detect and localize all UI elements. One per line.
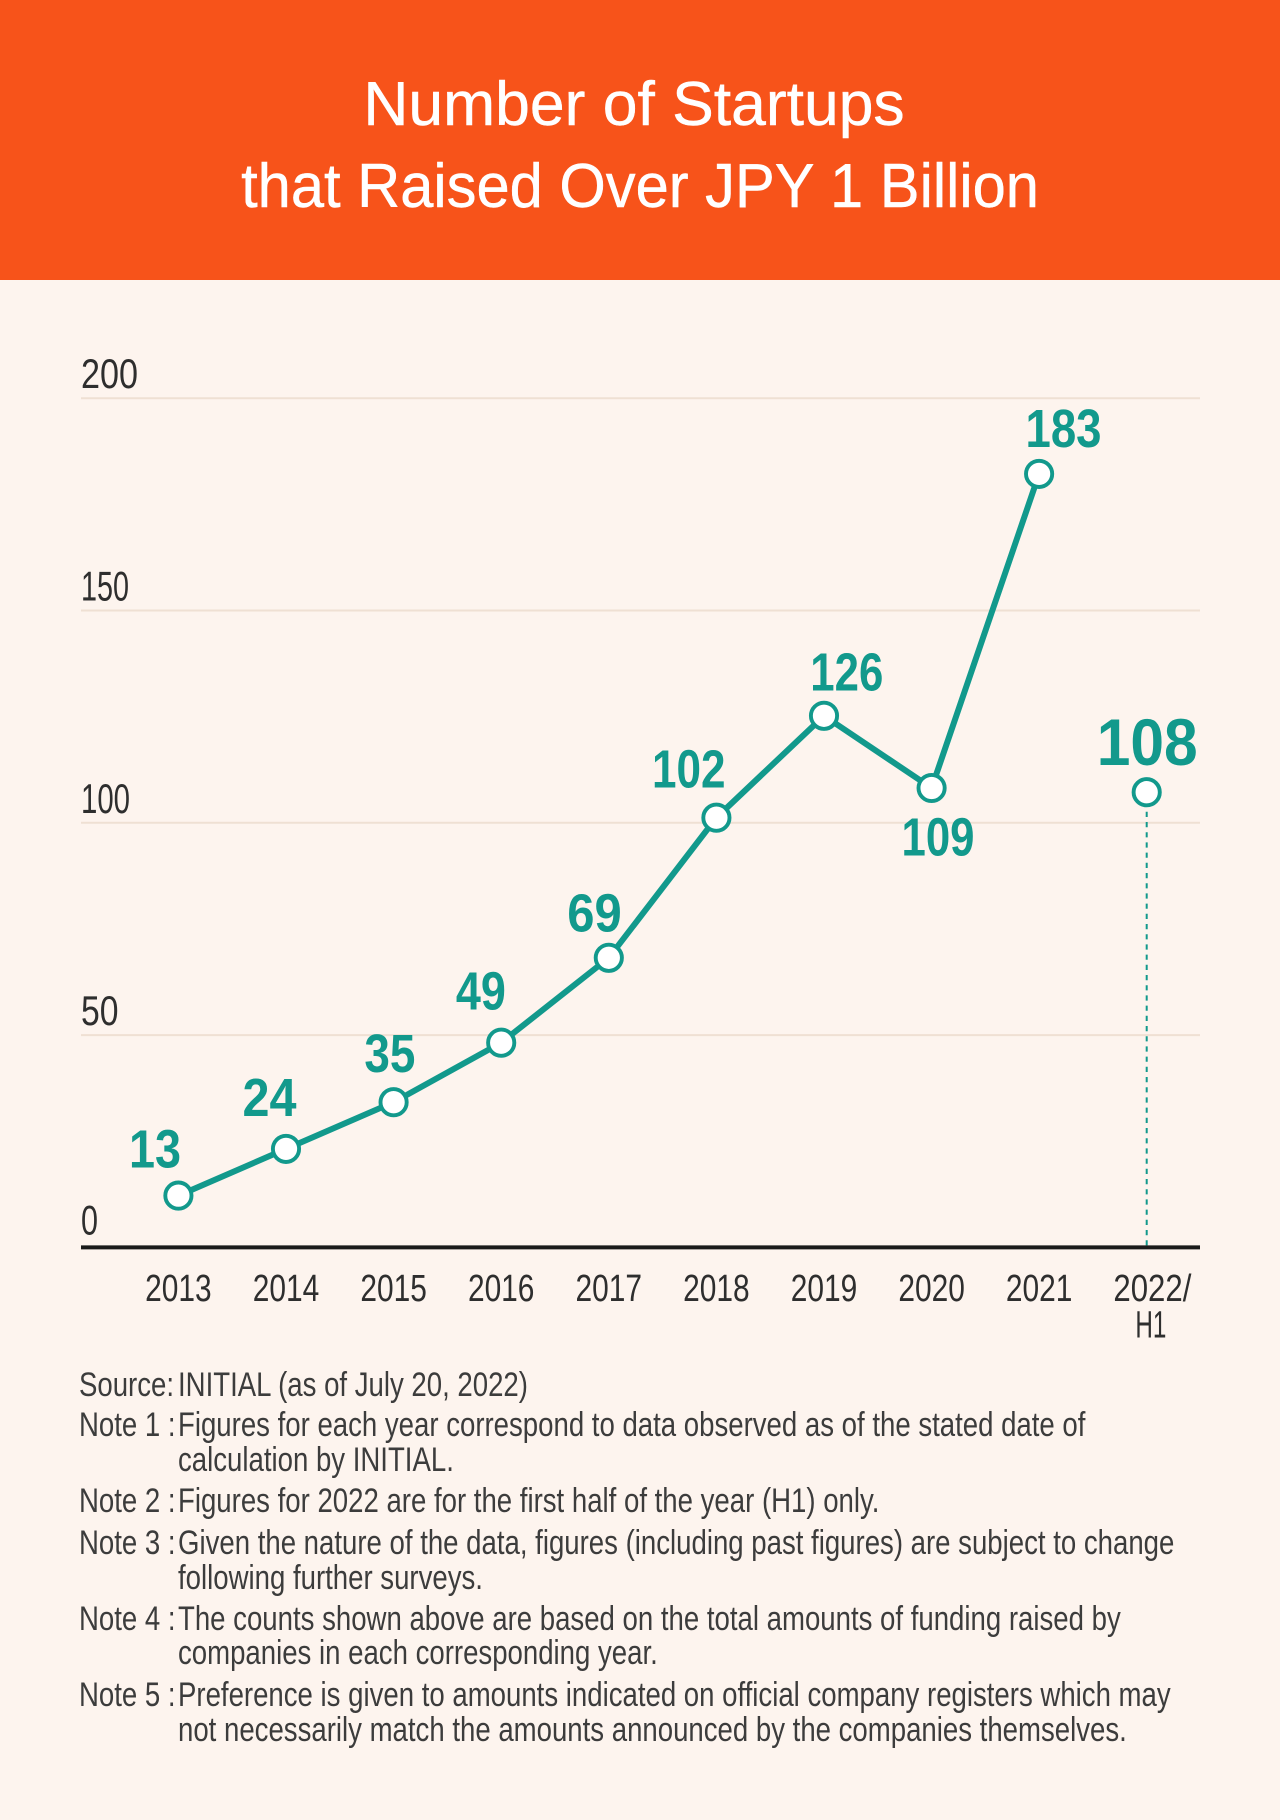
svg-text:50: 50: [81, 987, 119, 1034]
svg-text:2014: 2014: [253, 1268, 320, 1310]
svg-text:2016: 2016: [468, 1268, 535, 1310]
svg-text:2022/: 2022/: [1113, 1268, 1191, 1310]
svg-text:2020: 2020: [898, 1268, 965, 1310]
svg-text:200: 200: [81, 350, 138, 397]
svg-text:2015: 2015: [360, 1268, 427, 1310]
svg-text:102: 102: [652, 740, 726, 800]
svg-text:150: 150: [81, 563, 129, 610]
svg-text:100: 100: [81, 775, 130, 822]
svg-text:35: 35: [364, 1024, 415, 1084]
svg-text:69: 69: [567, 884, 622, 944]
svg-text:108: 108: [1097, 705, 1198, 779]
svg-text:183: 183: [1026, 399, 1102, 459]
svg-text:126: 126: [810, 643, 883, 703]
svg-text:109: 109: [902, 807, 975, 867]
svg-text:H1: H1: [1135, 1305, 1166, 1347]
svg-text:2021: 2021: [1006, 1268, 1073, 1310]
svg-text:49: 49: [456, 962, 506, 1022]
svg-text:2013: 2013: [145, 1268, 212, 1310]
svg-text:24: 24: [243, 1068, 297, 1128]
svg-text:13: 13: [129, 1120, 181, 1180]
svg-text:2017: 2017: [576, 1268, 643, 1310]
svg-text:0: 0: [81, 1196, 98, 1243]
svg-text:2018: 2018: [683, 1268, 750, 1310]
svg-text:2019: 2019: [791, 1268, 858, 1310]
